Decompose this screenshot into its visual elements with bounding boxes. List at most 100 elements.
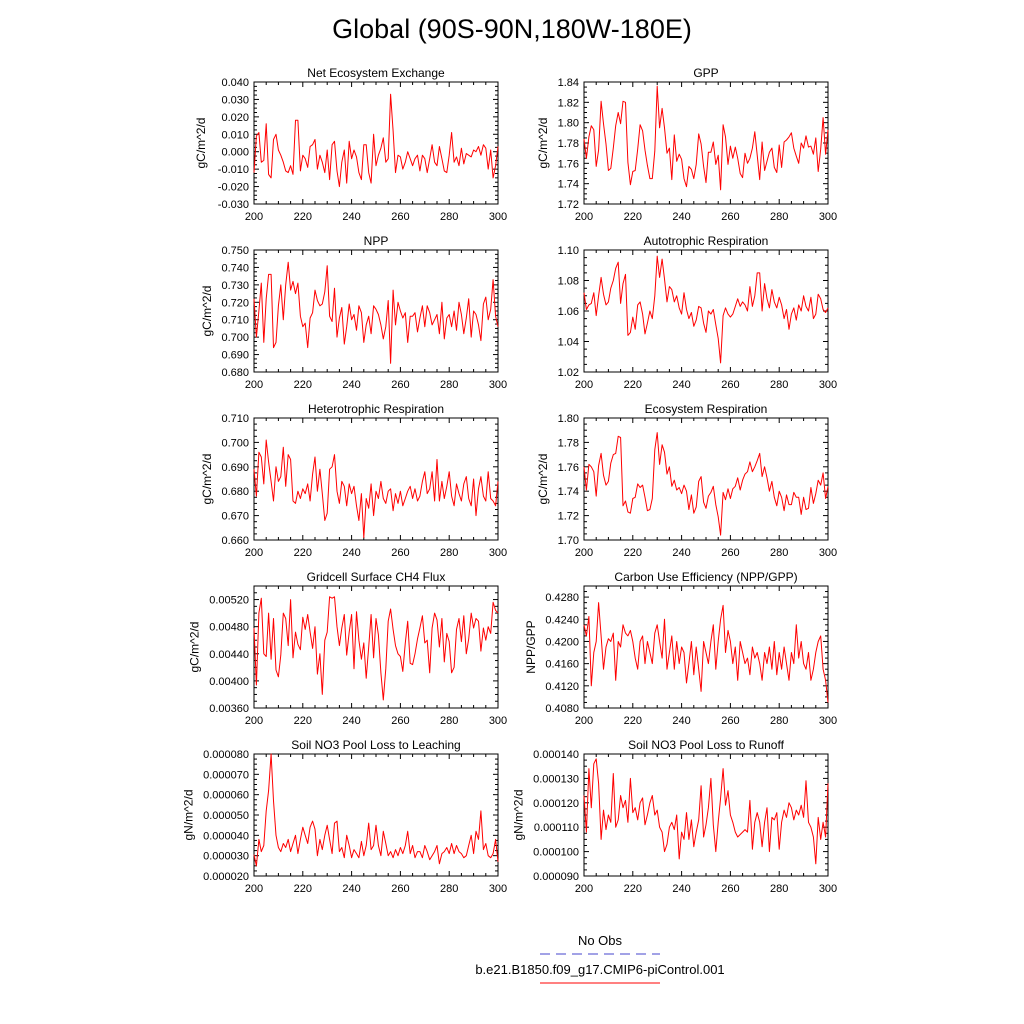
y-tick-label: 0.000050 — [203, 810, 249, 822]
chart-title: Soil NO3 Pool Loss to Leaching — [291, 738, 460, 752]
x-tick-label: 280 — [770, 211, 788, 223]
x-tick-label: 240 — [672, 883, 690, 895]
data-line-gpp — [583, 85, 829, 191]
legend-swatch-no-obs — [540, 953, 660, 955]
x-tick-label: 200 — [575, 883, 593, 895]
y-tick-label: -0.010 — [218, 164, 249, 176]
x-tick-label: 300 — [819, 379, 837, 391]
x-tick-label: 300 — [489, 547, 507, 559]
y-tick-label: 0.700 — [221, 437, 249, 449]
x-tick-label: 300 — [489, 883, 507, 895]
x-tick-label: 260 — [721, 211, 739, 223]
y-tick-label: 0.00520 — [209, 595, 249, 607]
y-tick-label: 0.4160 — [545, 659, 579, 671]
y-tick-label: 1.74 — [558, 179, 579, 191]
chart-soil-no3-pool-loss-to-runoff: Soil NO3 Pool Loss to Runoff 200 220 240 260… — [511, 738, 837, 895]
chart-title: Carbon Use Efficiency (NPP/GPP) — [614, 570, 797, 584]
y-tick-label: 0.000110 — [534, 822, 579, 834]
y-tick-label: 1.80 — [558, 118, 579, 130]
x-tick-label: 280 — [440, 547, 458, 559]
y-tick-label: 1.76 — [558, 462, 579, 474]
data-line-soil-no3-pool-loss-to-runoff — [583, 758, 829, 865]
y-tick-label: 1.78 — [558, 138, 579, 150]
chart-gpp: GPP 200 220 240 260 280 300 1.72 1.74 1.76 1.78 1.8… — [536, 66, 837, 223]
y-tick-label: 1.08 — [558, 276, 579, 288]
y-axis-label: gC/m^2/d — [188, 622, 202, 673]
y-tick-label: -0.020 — [218, 182, 249, 194]
y-tick-label: 1.72 — [558, 511, 579, 523]
y-tick-label: 0.020 — [221, 112, 249, 124]
x-tick-label: 200 — [575, 211, 593, 223]
x-tick-label: 220 — [294, 715, 312, 727]
y-tick-label: 0.000100 — [533, 847, 579, 859]
data-line-carbon-use-efficiency-npp-gpp — [583, 602, 829, 703]
x-tick-label: 300 — [819, 547, 837, 559]
x-tick-label: 280 — [440, 715, 458, 727]
y-tick-label: 0.4200 — [545, 636, 579, 648]
chart-title: Soil NO3 Pool Loss to Runoff — [628, 738, 785, 752]
plot-frame — [583, 249, 829, 373]
x-tick-label: 200 — [245, 547, 263, 559]
y-tick-label: 0.00440 — [209, 649, 249, 661]
y-tick-label: 0.710 — [221, 315, 249, 327]
x-tick-label: 260 — [721, 379, 739, 391]
x-tick-label: 260 — [391, 211, 409, 223]
y-tick-label: 0.000040 — [203, 830, 249, 842]
chart-title: Autotrophic Respiration — [644, 234, 769, 248]
chart-title: NPP — [364, 234, 389, 248]
plot-frame — [253, 81, 499, 205]
y-axis-label: gC/m^2/d — [200, 454, 214, 505]
y-tick-label: 0.690 — [221, 350, 249, 362]
x-tick-label: 220 — [624, 211, 642, 223]
page-title: Global (90S-90N,180W-180E) — [332, 14, 692, 44]
x-tick-label: 300 — [489, 379, 507, 391]
x-tick-label: 260 — [721, 883, 739, 895]
chart-ecosystem-respiration: Ecosystem Respiration 200 220 240 260 280 300 1… — [536, 402, 837, 559]
x-tick-label: 240 — [672, 379, 690, 391]
y-tick-label: 1.02 — [558, 367, 579, 379]
y-tick-label: 0.690 — [221, 462, 249, 474]
x-tick-label: 200 — [245, 211, 263, 223]
y-tick-label: 0.4120 — [545, 681, 579, 693]
y-axis-label: gN/m^2/d — [511, 790, 525, 841]
y-tick-label: 1.76 — [558, 158, 579, 170]
y-axis-label: gC/m^2/d — [194, 118, 208, 169]
y-tick-label: 0.000020 — [203, 871, 249, 883]
x-tick-label: 300 — [819, 211, 837, 223]
data-line-soil-no3-pool-loss-to-leaching — [253, 753, 499, 867]
y-tick-label: 0.720 — [221, 297, 249, 309]
y-tick-label: 0.000080 — [203, 749, 249, 761]
chart-title: Heterotrophic Respiration — [308, 402, 444, 416]
x-tick-label: 240 — [342, 211, 360, 223]
data-line-gridcell-surface-ch4-flux — [253, 596, 499, 701]
y-tick-label: 0.030 — [221, 94, 249, 106]
y-tick-label: 1.04 — [558, 337, 579, 349]
data-line-net-ecosystem-exchange — [253, 93, 499, 188]
y-tick-label: 0.660 — [221, 535, 249, 547]
y-tick-label: 0.00480 — [209, 622, 249, 634]
y-tick-label: 0.000120 — [533, 798, 579, 810]
legend-swatch-model-run — [540, 982, 660, 984]
y-tick-label: 1.84 — [558, 77, 579, 89]
y-tick-label: 1.06 — [558, 306, 579, 318]
y-tick-label: 1.74 — [558, 486, 579, 498]
x-tick-label: 200 — [575, 547, 593, 559]
chart-npp: NPP 200 220 240 260 280 300 0.680 0.690 0.700 0.71… — [200, 234, 507, 391]
legend-label-model-run: b.e21.B1850.f09_g17.CMIP6-piControl.001 — [475, 962, 725, 977]
chart-gridcell-surface-ch4-flux: Gridcell Surface CH4 Flux 200 220 240 260 280… — [188, 570, 508, 727]
y-tick-label: 0.000090 — [533, 871, 579, 883]
data-line-heterotrophic-respiration — [253, 439, 499, 539]
x-tick-label: 240 — [342, 379, 360, 391]
y-tick-label: 0.730 — [221, 280, 249, 292]
x-tick-label: 260 — [391, 715, 409, 727]
x-tick-label: 220 — [624, 379, 642, 391]
plot-frame — [253, 753, 499, 877]
y-tick-label: 0.4240 — [545, 614, 579, 626]
legend-item-no-obs: No Obs — [400, 933, 800, 958]
plot-frame — [583, 417, 829, 541]
x-tick-label: 220 — [294, 379, 312, 391]
x-tick-label: 300 — [489, 715, 507, 727]
x-tick-label: 280 — [770, 547, 788, 559]
y-axis-label: gC/m^2/d — [200, 286, 214, 337]
